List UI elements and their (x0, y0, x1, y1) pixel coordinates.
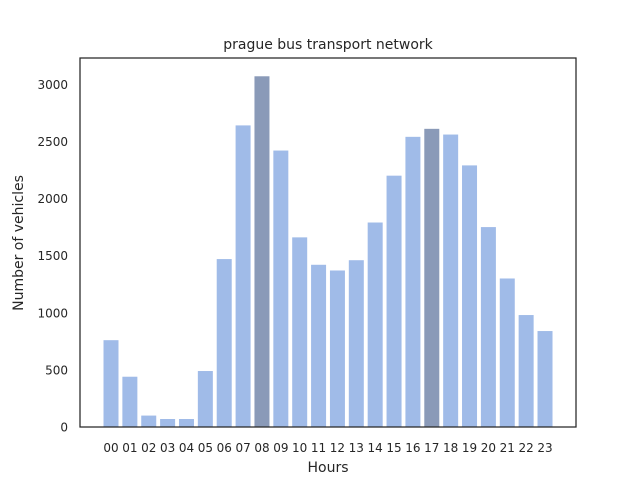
bar-08 (254, 76, 270, 427)
bar-15 (386, 175, 402, 427)
y-tick-label-500: 500 (45, 363, 68, 377)
x-tick-label-18: 18 (443, 441, 458, 455)
y-tick-label-2500: 2500 (37, 135, 68, 149)
bar-06 (216, 259, 232, 427)
y-tick-label-0: 0 (60, 421, 68, 435)
bar-20 (480, 227, 496, 427)
x-axis-label: Hours (307, 460, 348, 476)
x-tick-label-01: 01 (122, 441, 137, 455)
bar-18 (443, 134, 459, 428)
y-tick-label-1000: 1000 (37, 306, 68, 320)
x-tick-label-14: 14 (368, 441, 383, 455)
bar-23 (537, 331, 553, 427)
bar-22 (518, 315, 534, 427)
chart-title: prague bus transport network (223, 37, 433, 53)
y-tick-label-1500: 1500 (37, 249, 68, 263)
x-tick-label-09: 09 (273, 441, 288, 455)
x-tick-label-12: 12 (330, 441, 345, 455)
x-axis: 00 01 02 03 04 05 06 07 08 09 10 11 12 13 14 15 16 17 18 19… (103, 441, 552, 455)
x-tick-label-03: 03 (160, 441, 175, 455)
x-tick-label-23: 23 (537, 441, 552, 455)
x-tick-label-10: 10 (292, 441, 307, 455)
bar-12 (329, 270, 345, 427)
x-tick-label-16: 16 (405, 441, 420, 455)
bar-14 (367, 222, 383, 427)
y-tick-label-2000: 2000 (37, 192, 68, 206)
bar-00 (103, 340, 119, 427)
x-tick-label-15: 15 (386, 441, 401, 455)
x-tick-label-20: 20 (481, 441, 496, 455)
bar-16 (405, 136, 421, 427)
bar-13 (348, 260, 364, 427)
bar-19 (462, 165, 478, 427)
x-tick-label-02: 02 (141, 441, 156, 455)
bar-03 (160, 419, 176, 427)
x-tick-label-11: 11 (311, 441, 326, 455)
x-tick-label-22: 22 (518, 441, 533, 455)
bars (103, 76, 553, 428)
x-tick-label-07: 07 (235, 441, 250, 455)
x-tick-label-19: 19 (462, 441, 477, 455)
y-tick-label-3000: 3000 (37, 78, 68, 92)
x-tick-label-05: 05 (198, 441, 213, 455)
bar-01 (122, 376, 138, 427)
bar-21 (499, 278, 515, 427)
x-tick-label-13: 13 (349, 441, 364, 455)
bar-09 (273, 150, 289, 428)
x-tick-label-17: 17 (424, 441, 439, 455)
bar-07 (235, 125, 251, 428)
plot-frame (79, 57, 577, 428)
x-tick-label-00: 00 (103, 441, 118, 455)
y-axis-label: Number of vehicles (11, 175, 27, 311)
bar-11 (311, 264, 327, 427)
y-axis: 0 500 1000 1500 2000 2500 3000 (37, 78, 68, 435)
x-tick-label-08: 08 (254, 441, 269, 455)
x-tick-label-06: 06 (217, 441, 232, 455)
bar-04 (178, 419, 194, 427)
bar-17 (424, 128, 440, 427)
bar-10 (292, 237, 308, 427)
bar-05 (197, 371, 213, 427)
x-tick-label-04: 04 (179, 441, 194, 455)
x-tick-label-21: 21 (500, 441, 515, 455)
bar-02 (141, 415, 157, 427)
